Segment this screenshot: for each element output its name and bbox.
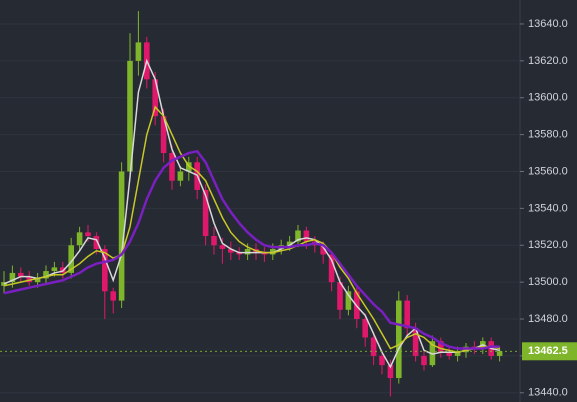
candle-body xyxy=(68,245,74,273)
candle-body xyxy=(211,236,217,246)
candle-body xyxy=(446,352,452,356)
candle-body xyxy=(169,153,175,181)
candle-body xyxy=(496,351,503,356)
candle-body xyxy=(51,267,58,272)
candle-body xyxy=(412,328,419,356)
candle-body xyxy=(219,245,226,249)
current-price-tag xyxy=(522,342,577,361)
candle-body xyxy=(379,355,385,366)
candle-body xyxy=(34,278,41,283)
y-tick-label: 13540.0 xyxy=(528,202,568,214)
candle-body xyxy=(370,337,377,356)
y-tick-label: 13640.0 xyxy=(528,18,568,30)
candle-body xyxy=(93,236,100,249)
candle-body xyxy=(303,230,310,242)
y-tick-label: 13620.0 xyxy=(528,55,568,67)
candle-body xyxy=(118,171,125,301)
candle-body xyxy=(404,300,410,329)
candle-body xyxy=(186,162,192,172)
candle-body xyxy=(228,248,234,253)
moving-average-line xyxy=(3,58,500,369)
candle-body xyxy=(396,300,402,379)
candle-body xyxy=(85,232,91,237)
candle-body xyxy=(295,230,301,242)
current-price-label: 13462.5 xyxy=(528,345,568,357)
candle-body xyxy=(202,189,209,237)
y-tick-label: 13480.0 xyxy=(528,313,568,325)
candle-body xyxy=(270,248,276,255)
candle-body xyxy=(328,254,335,283)
candle-body xyxy=(438,341,444,353)
moving-average-line xyxy=(3,105,500,353)
candle-body xyxy=(454,352,461,356)
candle-body xyxy=(421,355,427,366)
candle-body xyxy=(102,248,108,292)
candle-body xyxy=(337,282,343,310)
candle-body xyxy=(135,42,142,61)
candle-body xyxy=(244,248,251,255)
candle-body xyxy=(160,116,167,154)
y-tick-label: 13600.0 xyxy=(528,92,568,104)
candle-body xyxy=(26,276,32,283)
candle-body xyxy=(320,245,326,255)
candle-body xyxy=(362,319,368,338)
candle-body xyxy=(177,171,184,181)
y-tick-label: 13440.0 xyxy=(528,387,568,399)
candle-body xyxy=(18,272,24,277)
y-tick-label: 13580.0 xyxy=(528,129,568,141)
y-tick-label: 13560.0 xyxy=(528,165,568,177)
candle-body xyxy=(286,241,293,246)
candle-body xyxy=(152,79,158,117)
candle-body xyxy=(9,272,16,283)
candle-body xyxy=(76,232,83,246)
candle-body xyxy=(261,252,268,255)
candle-body xyxy=(387,365,394,379)
candle-body xyxy=(345,291,352,310)
candle-body xyxy=(110,291,116,301)
candle-body xyxy=(429,341,436,366)
y-tick-label: 13500.0 xyxy=(528,276,568,288)
moving-average-line xyxy=(3,149,500,350)
candle-body xyxy=(43,271,49,279)
candle-body xyxy=(127,60,133,172)
candle-body xyxy=(236,252,242,255)
y-tick-label: 13520.0 xyxy=(528,239,568,251)
